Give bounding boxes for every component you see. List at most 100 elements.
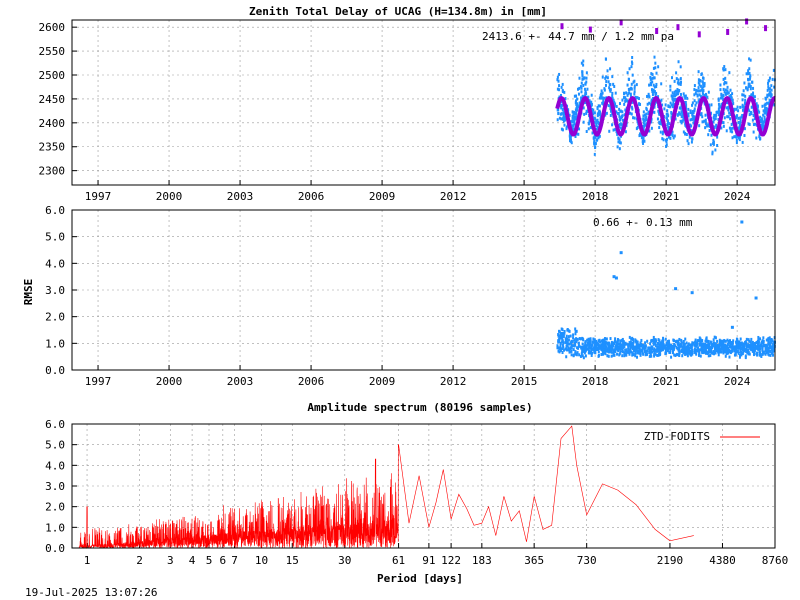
- observation-point: [686, 96, 689, 100]
- rmse-point: [764, 352, 767, 356]
- rmse-point: [574, 340, 577, 344]
- observation-point: [687, 112, 690, 116]
- observation-point: [702, 89, 705, 93]
- observation-point: [752, 86, 755, 90]
- rmse-point: [570, 349, 573, 353]
- rmse-point: [692, 341, 695, 345]
- rmse-point: [739, 349, 742, 353]
- rmse-point: [581, 345, 584, 349]
- rmse-point: [711, 351, 714, 355]
- rmse-point: [625, 353, 628, 357]
- rmse-point: [576, 351, 579, 355]
- rmse-point: [567, 338, 570, 342]
- observation-point: [751, 105, 754, 109]
- observation-point: [624, 130, 627, 134]
- rmse-point: [569, 347, 572, 351]
- rmse-point: [689, 343, 692, 347]
- rmse-point: [629, 346, 632, 350]
- rmse-point: [693, 350, 696, 354]
- observation-point: [642, 139, 645, 143]
- rmse-point: [724, 339, 727, 343]
- observation-point: [766, 101, 769, 105]
- observation-point: [740, 115, 743, 119]
- rmse-point: [593, 348, 596, 352]
- rmse-point: [570, 346, 573, 350]
- observation-point: [669, 136, 672, 140]
- observation-point: [587, 95, 590, 99]
- rmse-point: [735, 350, 738, 354]
- observation-point: [612, 128, 615, 132]
- observation-point: [741, 98, 744, 102]
- observation-point: [691, 112, 694, 116]
- rmse-point: [656, 353, 659, 357]
- observation-point: [642, 136, 645, 140]
- observation-point: [701, 80, 704, 84]
- observation-point: [643, 139, 646, 143]
- rmse-point: [628, 343, 631, 347]
- ztd-annotation: 2413.6 +- 44.7 mm / 1.2 mm pa: [482, 30, 674, 43]
- rmse-point: [676, 352, 679, 356]
- rmse-point: [603, 344, 606, 348]
- observation-point: [665, 140, 668, 144]
- observation-point: [694, 91, 697, 95]
- observation-point: [560, 127, 563, 131]
- rmse-point: [748, 339, 751, 343]
- observation-point: [685, 106, 688, 110]
- observation-point: [582, 63, 585, 67]
- rmse-point: [682, 347, 685, 351]
- rmse-point: [597, 350, 600, 354]
- observation-point: [575, 99, 578, 103]
- rmse-point: [605, 337, 608, 341]
- rmse-point: [719, 339, 722, 343]
- observation-point: [731, 92, 734, 96]
- observation-point: [689, 111, 692, 115]
- rmse-point: [644, 345, 647, 349]
- observation-point: [737, 120, 740, 124]
- rmse-point: [727, 341, 730, 345]
- observation-point: [750, 112, 753, 116]
- rmse-point: [654, 338, 657, 342]
- rmse-point: [636, 355, 639, 359]
- observation-point: [766, 95, 769, 99]
- rmse-point: [591, 347, 594, 351]
- observation-point: [680, 80, 683, 84]
- observation-point: [562, 111, 565, 115]
- observation-point: [645, 112, 648, 116]
- observation-point: [737, 116, 740, 120]
- rmse-point: [665, 343, 668, 347]
- rmse-outlier: [619, 251, 623, 255]
- legend-label: ZTD-FODITS: [644, 430, 710, 443]
- spectrum-line: [78, 425, 694, 549]
- observation-point: [722, 67, 725, 71]
- observation-point: [645, 108, 648, 112]
- observation-point: [557, 108, 560, 112]
- rmse-point: [686, 354, 689, 358]
- rmse-point: [651, 347, 654, 351]
- observation-point: [755, 136, 758, 140]
- rmse-point: [682, 341, 685, 345]
- x-tick-label: 2018: [582, 375, 609, 388]
- observation-point: [600, 96, 603, 100]
- rmse-point: [747, 338, 750, 342]
- observation-point: [625, 91, 628, 95]
- observation-point: [631, 107, 634, 111]
- observation-point: [687, 107, 690, 111]
- rmse-point: [712, 351, 715, 355]
- rmse-point: [646, 339, 649, 343]
- observation-point: [675, 77, 678, 81]
- observation-point: [575, 111, 578, 115]
- rmse-point: [561, 351, 564, 355]
- rmse-point: [648, 349, 651, 353]
- rmse-point: [559, 341, 562, 345]
- observation-point: [747, 78, 750, 82]
- rmse-point: [773, 346, 776, 350]
- rmse-point: [684, 348, 687, 352]
- outlier-point: [560, 23, 564, 30]
- observation-point: [707, 90, 710, 94]
- observation-point: [698, 89, 701, 93]
- observation-point: [674, 117, 677, 121]
- observation-point: [635, 83, 638, 87]
- rmse-point: [611, 346, 614, 350]
- rmse-point: [765, 351, 768, 355]
- rmse-point: [622, 346, 625, 350]
